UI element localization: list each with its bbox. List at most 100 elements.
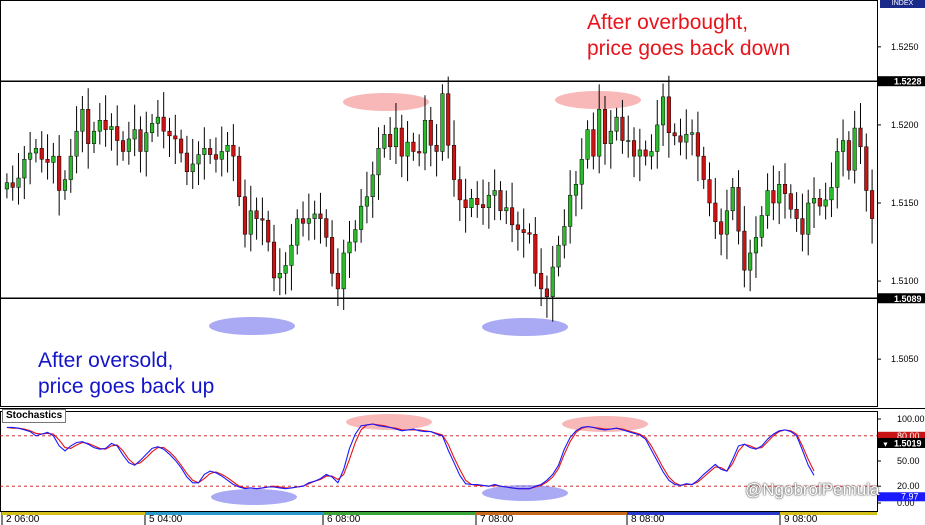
candle-body [353,229,358,243]
session-bar [323,512,476,515]
candle-body [858,127,863,148]
resistance-label-box [878,76,925,87]
candle-body [57,155,62,191]
candle-body [231,144,236,157]
oversold-price-highlight-1 [209,317,295,335]
overbought-annotation-line1: After overbought, [587,11,749,34]
current-price-marker-icon: ▼ [882,442,889,449]
session-bar [627,512,780,515]
oversold-price-highlight-2 [482,318,568,336]
candle-body [753,237,759,254]
support-label-box [878,293,925,304]
session-bar [476,512,627,515]
candle-body [266,219,271,243]
candle-body [620,116,625,141]
candle-body [202,148,207,155]
candle-body [573,184,579,196]
stoch-axis-label: 100.00 [897,414,925,424]
candle-body [643,149,648,157]
candle-body [184,152,189,173]
candle-body [649,151,654,157]
candle-body [74,130,79,157]
oversold-stoch-highlight-2 [482,485,568,501]
candle-body [109,126,114,130]
candle-body [289,244,294,266]
candle-body [179,138,184,154]
stoch-axis-label: 0.00 [897,498,915,508]
time-axis-label: 7 08:00 [480,514,514,525]
candle-body [248,210,253,235]
candle-body [539,273,544,290]
stoch-k-value-label: 7.97 [901,491,919,501]
candle-body [631,140,637,157]
candle-body [138,129,143,152]
candle-body [86,109,91,144]
candle-body [324,218,329,238]
time-axis-label: 8 08:00 [631,514,665,525]
candle-body [144,132,149,152]
candle-body [597,109,602,157]
candle-body [672,132,677,137]
candle-body [306,218,311,224]
candle-body [446,93,451,146]
stochastics-panel-title[interactable]: Stochastics [2,409,67,423]
candle-body [684,134,689,143]
candle-body [835,151,840,188]
candle-body [829,187,834,201]
candle-body [260,218,265,221]
candle-body [411,141,416,152]
stoch-k-line [6,423,815,490]
candle-body [68,155,73,180]
candle-body [579,159,584,185]
candle-body [277,273,282,279]
candle-body [626,140,631,142]
candle-body [782,184,788,194]
candle-body [196,154,201,165]
price-axis-label: 1.5200 [891,120,919,130]
candle-body [4,182,9,190]
candle-body [440,93,445,152]
resistance-label: 1.5228 [894,77,922,87]
candle-body [771,190,776,204]
candle-body [730,187,735,212]
candle-body [608,130,613,144]
candle-body [544,288,549,297]
candle-body [852,127,857,171]
candle-body [463,199,468,208]
candle-body [504,207,509,212]
candle-body [864,146,869,191]
candle-body [811,198,817,204]
candle-body [690,132,695,135]
candle-body [405,141,410,157]
candle-body [132,129,137,140]
candle-body [190,163,195,173]
candle-body [300,218,306,224]
candle-body [330,237,335,274]
candle-body [382,134,387,149]
candle-body [341,252,346,290]
candle-body [841,140,846,152]
price-axis-label: 1.5250 [891,42,919,52]
candle-body [219,151,224,160]
candle-body [155,116,160,124]
oversold-annotation-line1: After oversold, [38,349,174,372]
candle-body [173,135,178,140]
candle-body [80,109,85,132]
candle-body [167,130,172,137]
candle-body [39,148,44,160]
price-axis-label: 1.5100 [891,276,919,286]
candle-body [777,184,782,204]
candle-body [556,244,561,268]
oversold-stoch-highlight-1 [211,489,297,505]
candle-body [295,218,300,246]
candle-body [666,96,671,133]
candle-body [150,123,155,133]
oversold-annotation-line2: price goes back up [38,375,215,398]
candle-body [91,130,97,144]
candle-body [51,155,56,163]
candle-body [661,96,666,126]
watermark: @NgobrolPemula [745,480,880,499]
candle-body [225,144,230,152]
candle-body [213,154,218,160]
candle-body [335,273,340,290]
